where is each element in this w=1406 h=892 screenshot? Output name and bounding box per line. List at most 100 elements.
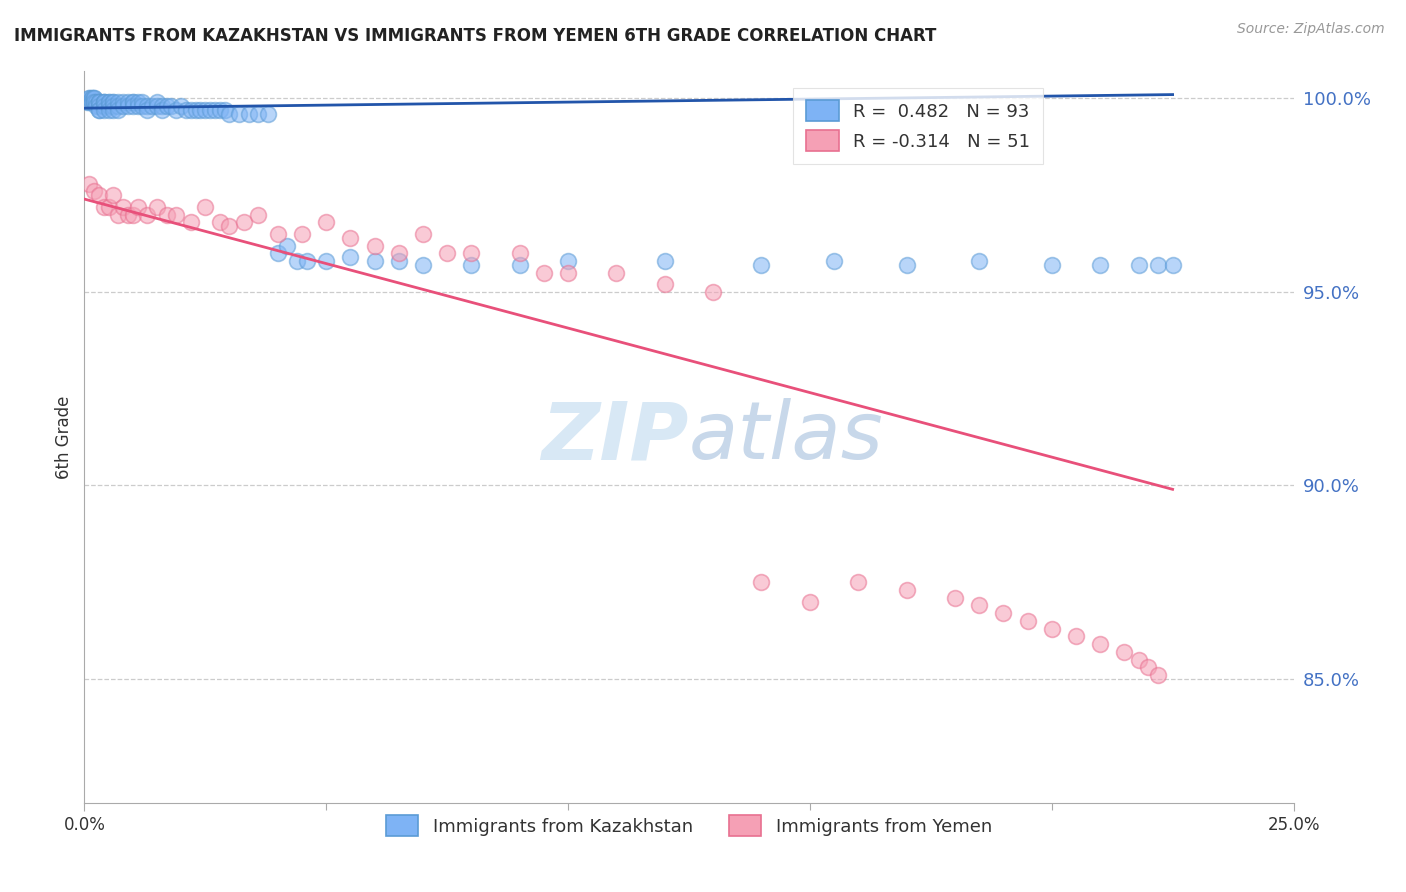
Point <box>103 95 125 110</box>
Point <box>117 208 139 222</box>
Point <box>77 95 100 110</box>
Point <box>86 99 108 113</box>
Point <box>509 246 531 260</box>
Point <box>83 91 105 105</box>
Point <box>77 177 100 191</box>
Point <box>896 582 918 597</box>
Point <box>751 575 773 590</box>
Point <box>184 103 207 117</box>
Point <box>247 107 270 121</box>
Point <box>218 219 240 234</box>
Point <box>155 99 177 113</box>
Point <box>87 188 110 202</box>
Point <box>87 95 110 110</box>
Point <box>86 95 108 110</box>
Text: IMMIGRANTS FROM KAZAKHSTAN VS IMMIGRANTS FROM YEMEN 6TH GRADE CORRELATION CHART: IMMIGRANTS FROM KAZAKHSTAN VS IMMIGRANTS… <box>14 27 936 45</box>
Point <box>93 95 115 110</box>
Point <box>228 107 250 121</box>
Point <box>190 103 212 117</box>
Text: ZIP: ZIP <box>541 398 689 476</box>
Point <box>97 99 120 113</box>
Point <box>1064 629 1087 643</box>
Point <box>208 103 231 117</box>
Point <box>165 208 187 222</box>
Y-axis label: 6th Grade: 6th Grade <box>55 395 73 479</box>
Point <box>150 99 173 113</box>
Point <box>285 254 308 268</box>
Point <box>131 99 153 113</box>
Point <box>83 95 105 110</box>
Point <box>112 95 135 110</box>
Point <box>107 103 129 117</box>
Point <box>174 103 197 117</box>
Point <box>509 258 531 272</box>
Point <box>76 95 98 110</box>
Point <box>257 107 280 121</box>
Point <box>412 258 434 272</box>
Point <box>87 99 110 113</box>
Point <box>993 606 1015 620</box>
Point <box>136 103 159 117</box>
Point <box>83 95 105 110</box>
Point <box>97 95 120 110</box>
Point <box>267 227 290 241</box>
Point <box>107 99 129 113</box>
Point <box>80 91 103 105</box>
Point <box>127 200 149 214</box>
Point <box>751 258 773 272</box>
Point <box>846 575 869 590</box>
Point <box>557 266 579 280</box>
Point <box>180 103 202 117</box>
Point <box>654 254 676 268</box>
Point <box>1147 668 1170 682</box>
Point <box>276 238 298 252</box>
Point <box>136 99 159 113</box>
Point <box>121 208 143 222</box>
Point <box>339 231 361 245</box>
Point <box>107 208 129 222</box>
Point <box>146 200 169 214</box>
Point <box>80 91 103 105</box>
Point <box>204 103 226 117</box>
Point <box>93 103 115 117</box>
Point <box>315 215 337 229</box>
Point <box>363 254 385 268</box>
Point <box>97 95 120 110</box>
Point <box>1040 622 1063 636</box>
Point <box>967 254 990 268</box>
Point <box>103 99 125 113</box>
Point <box>165 103 187 117</box>
Point <box>799 594 821 608</box>
Point <box>77 91 100 105</box>
Point <box>121 95 143 110</box>
Point <box>1114 645 1136 659</box>
Point <box>315 254 337 268</box>
Point <box>1128 652 1150 666</box>
Point <box>247 208 270 222</box>
Point <box>97 103 120 117</box>
Point <box>1137 660 1160 674</box>
Point <box>93 95 115 110</box>
Point <box>295 254 318 268</box>
Point <box>180 215 202 229</box>
Point <box>412 227 434 241</box>
Point <box>214 103 236 117</box>
Point <box>80 95 103 110</box>
Point <box>146 99 169 113</box>
Point <box>896 258 918 272</box>
Point <box>1017 614 1039 628</box>
Point <box>363 238 385 252</box>
Point <box>77 91 100 105</box>
Point <box>127 99 149 113</box>
Point <box>460 258 482 272</box>
Point <box>93 99 115 113</box>
Point <box>93 95 115 110</box>
Point <box>121 95 143 110</box>
Point <box>702 285 724 299</box>
Point <box>605 266 627 280</box>
Point <box>107 95 129 110</box>
Text: atlas: atlas <box>689 398 884 476</box>
Point <box>436 246 458 260</box>
Point <box>121 99 143 113</box>
Point <box>533 266 555 280</box>
